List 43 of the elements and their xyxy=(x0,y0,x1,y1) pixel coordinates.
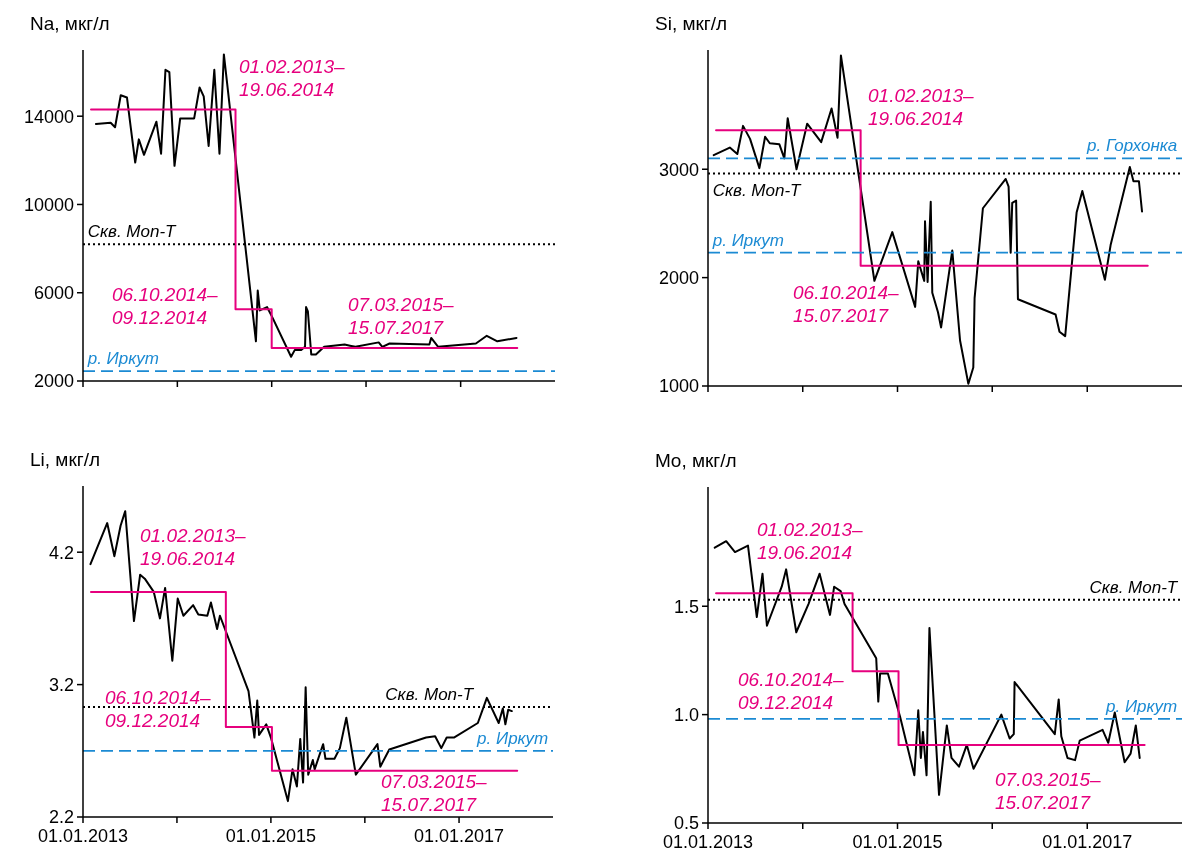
annotation: 06.10.2014– 09.12.2014 xyxy=(105,687,212,731)
annotation: 07.03.2015– 15.07.2017 xyxy=(348,294,455,338)
y-tick-label: 2000 xyxy=(658,267,699,288)
ref-line-label: Скв. Mon-T xyxy=(385,685,475,705)
ref-line-label: р. Иркут xyxy=(711,230,784,250)
y-axis-title: Mo, мкг/л xyxy=(655,450,737,471)
annotation: 07.03.2015– 15.07.2017 xyxy=(381,771,488,815)
y-axis-title: Na, мкг/л xyxy=(30,13,110,34)
x-tick-label: 01.01.2017 xyxy=(1042,832,1133,852)
annotation: 07.03.2015– 15.07.2017 xyxy=(995,769,1102,813)
y-tick-label: 1.5 xyxy=(673,596,699,617)
x-tick-label: 01.01.2017 xyxy=(414,826,505,846)
y-tick-label: 10000 xyxy=(23,194,74,215)
ref-line-label: р. Иркут xyxy=(476,728,549,748)
y-tick-label: 2000 xyxy=(33,371,74,392)
ref-line-label: Скв. Mon-T xyxy=(1089,577,1179,597)
y-tick-label: 1000 xyxy=(658,376,699,397)
y-tick-label: 2.2 xyxy=(48,807,74,828)
annotation: 01.02.2013– 19.06.2014 xyxy=(140,525,247,569)
y-tick-label: 3000 xyxy=(658,159,699,180)
x-tick-label: 01.01.2013 xyxy=(662,832,754,852)
x-tick-label: 01.01.2015 xyxy=(852,832,943,852)
x-tick-label: 01.01.2013 xyxy=(37,826,129,846)
annotation: 01.02.2013– 19.06.2014 xyxy=(239,56,346,100)
y-tick-label: 6000 xyxy=(33,283,74,304)
y-tick-label: 3.2 xyxy=(48,674,74,695)
annotation: 01.02.2013– 19.06.2014 xyxy=(868,85,975,129)
y-tick-label: 14000 xyxy=(23,106,74,127)
ref-line-label: р. Горхонка xyxy=(1086,136,1178,156)
ref-line-label: Скв. Mon-T xyxy=(87,222,178,242)
annotation: 01.02.2013– 19.06.2014 xyxy=(757,519,864,563)
y-tick-label: 4.2 xyxy=(48,542,74,563)
annotation: 06.10.2014– 09.12.2014 xyxy=(112,284,219,328)
ref-line-label: Скв. Mon-T xyxy=(712,180,803,200)
x-tick-label: 01.01.2015 xyxy=(225,826,316,846)
y-tick-label: 1.0 xyxy=(673,704,699,725)
annotation: 06.10.2014– 09.12.2014 xyxy=(738,669,845,713)
ref-line-label: р. Иркут xyxy=(1105,696,1178,716)
y-axis-title: Si, мкг/л xyxy=(655,13,728,34)
ref-line-label: р. Иркут xyxy=(86,349,159,369)
y-tick-label: 0.5 xyxy=(673,813,699,834)
annotation: 06.10.2014– 15.07.2017 xyxy=(793,282,900,326)
y-axis-title: Li, мкг/л xyxy=(30,449,101,470)
